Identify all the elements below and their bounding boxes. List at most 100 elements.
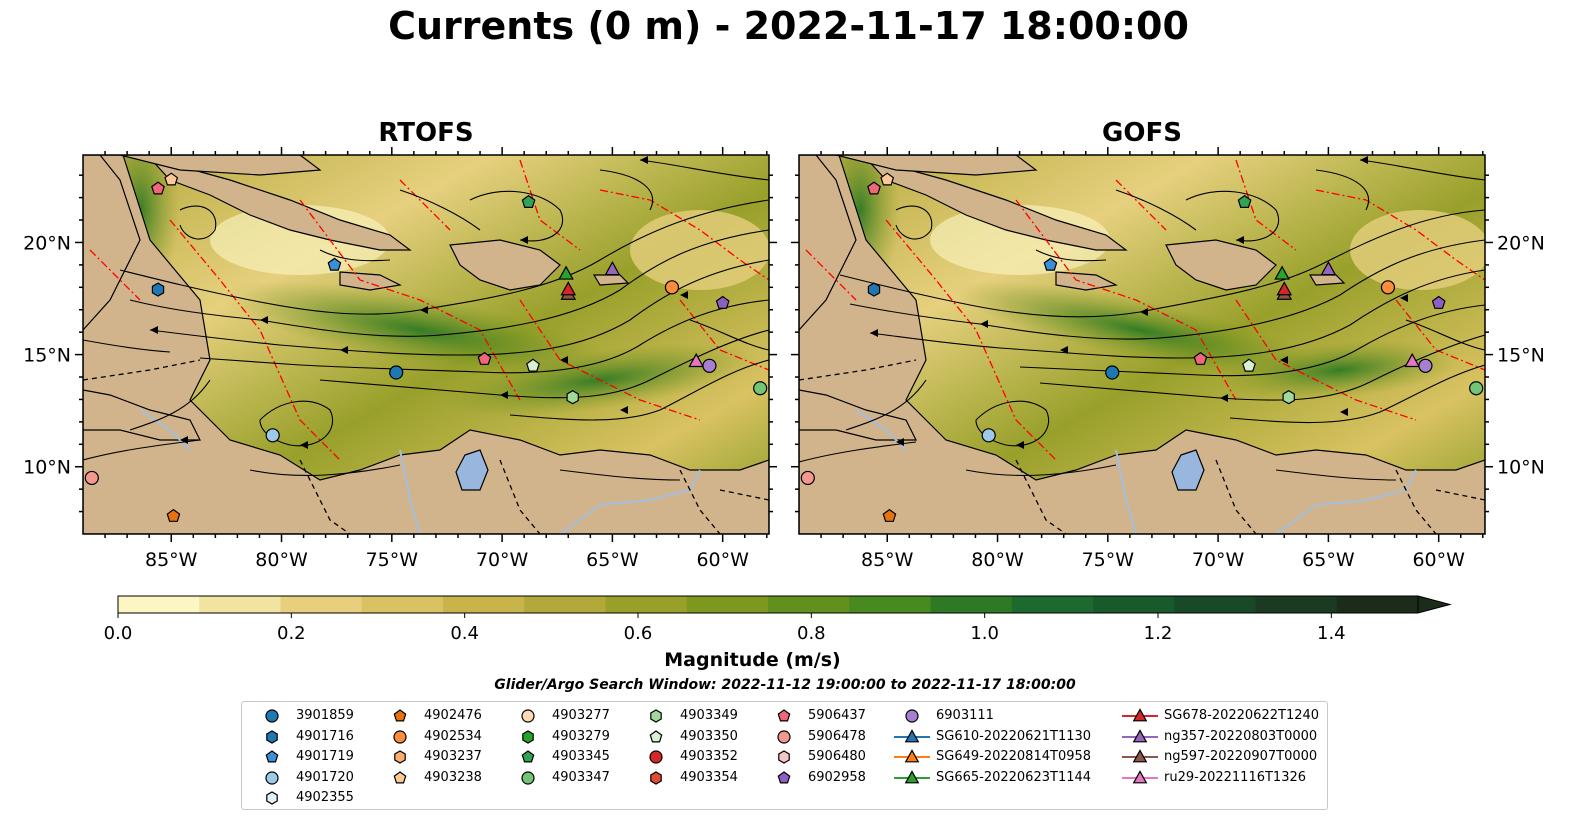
panel-title-gofs: GOFS: [1102, 118, 1182, 148]
colorbar: [117, 595, 1452, 614]
legend-item-label: SG649-20220814T0958: [936, 749, 1092, 764]
platform-marker-4902534: [664, 280, 680, 295]
panel-title-rtofs: RTOFS: [378, 118, 474, 148]
triangle-marker-icon: [894, 728, 930, 742]
platform-marker-SG678-20220622T1240: [560, 281, 577, 296]
lon-tick-label: 60°W: [1412, 549, 1465, 571]
triangle-marker-icon: [1122, 749, 1158, 763]
lon-tick-label: 65°W: [1302, 549, 1355, 571]
legend-item-label: 4903350: [680, 728, 738, 744]
platform-marker-4903345: [521, 194, 536, 208]
lat-tick-label: 15°N: [1497, 345, 1545, 367]
colorbar-tick-label: 1.4: [1317, 623, 1346, 644]
colorbar-tick-label: 0.4: [450, 623, 479, 644]
pentagon-marker-icon: [777, 709, 791, 722]
colorbar-segment: [1011, 596, 1094, 613]
lakes: [455, 449, 489, 491]
lat-tick-label: 10°N: [23, 457, 71, 479]
land-masses: [799, 155, 1485, 534]
eez-boundaries: [805, 159, 1485, 461]
legend-item-label: 4903345: [552, 749, 610, 764]
platform-marker-5906437: [477, 351, 492, 365]
lat-tick-label: 10°N: [1497, 457, 1545, 479]
lon-tick-label: 75°W: [366, 549, 419, 571]
lon-tick-label: 85°W: [145, 549, 198, 571]
platform-marker-4903347: [1469, 381, 1484, 396]
triangle-marker-icon: [1122, 708, 1158, 722]
search-window-text: Glider/Argo Search Window: 2022-11-12 19…: [494, 677, 1076, 693]
platform-marker-4903347: [753, 381, 768, 396]
platform-marker-6902958: [1431, 295, 1446, 309]
colorbar-segment: [930, 596, 1013, 613]
streamline-arrows: [150, 156, 688, 449]
lon-tick-label: 85°W: [861, 549, 914, 571]
colorbar-tick-label: 0.8: [797, 623, 826, 644]
platform-marker-4902476: [882, 508, 897, 522]
colorbar-segment: [849, 596, 931, 613]
legend: 3901859 4901716 4901719 4901720 4902355 49024…: [241, 701, 1328, 810]
hexagon-marker-icon: [522, 729, 534, 744]
triangle-marker-icon: [894, 769, 930, 783]
legend-item-label: ng597-20220907T0000: [1164, 749, 1318, 764]
lon-tick-label: 60°W: [696, 549, 749, 571]
legend-item-label: 4903238: [424, 769, 482, 785]
colorbar-segment: [1093, 596, 1175, 613]
legend-item-label: ng357-20220803T0000: [1164, 728, 1318, 744]
triangle-marker-icon: [894, 749, 930, 763]
platform-marker-4901719: [327, 257, 342, 271]
colorbar-ticks: 0.0 0.2 0.4 0.6 0.8 1.0 1.2 1.4: [104, 613, 1346, 644]
colorbar-tick-label: 0.2: [277, 623, 306, 644]
pentagon-marker-icon: [777, 770, 791, 783]
platform-marker-4901716: [151, 282, 165, 297]
platform-marker-4902534: [1380, 280, 1396, 295]
land-masses: [83, 155, 769, 534]
streamlines: [799, 159, 1485, 481]
legend-item-label: SG665-20220623T1144: [936, 769, 1092, 785]
lon-tick-label: 70°W: [476, 549, 529, 571]
colorbar-tick-label: 0.0: [104, 623, 133, 644]
circle-marker-icon: [905, 709, 919, 723]
platform-marker-4903238: [880, 172, 895, 186]
legend-item-label: 5906437: [808, 708, 866, 723]
legend-item-label: 5906480: [808, 749, 866, 764]
platform-marker-ru29-20221116T1326: [688, 352, 705, 368]
colorbar-segment: [1174, 596, 1256, 613]
colorbar-segment: [1336, 596, 1419, 613]
map-frame-rtofs: [82, 154, 770, 535]
map-frame-gofs: [798, 154, 1486, 535]
pentagon-marker-icon: [393, 709, 407, 722]
legend-item-label: 4903279: [552, 728, 610, 744]
hexagon-marker-icon: [266, 729, 278, 744]
platform-marker-SG665-20220623T1144: [1274, 265, 1290, 280]
platform-marker-4901716: [867, 282, 881, 297]
map-panel-rtofs: [83, 155, 769, 534]
pentagon-marker-icon: [521, 750, 535, 763]
legend-item-label: 4901720: [296, 769, 354, 785]
platform-marker-6903111: [702, 358, 717, 373]
lon-tick-label: 80°W: [971, 549, 1024, 571]
borders: [799, 359, 1485, 534]
platform-marker-6902958: [715, 295, 730, 309]
platform-marker-4901720: [981, 428, 996, 443]
hexagon-marker-icon: [266, 791, 278, 805]
pentagon-marker-icon: [649, 729, 663, 742]
circle-marker-icon: [521, 770, 535, 785]
platform-marker-SG678-20220622T1240: [1276, 281, 1293, 296]
legend-item-label: 4901716: [296, 728, 354, 744]
colorbar-segment: [118, 596, 200, 613]
platform-markers: [84, 172, 1484, 522]
eez-boundaries: [89, 159, 769, 461]
legend-item-label: SG678-20220622T1240: [1164, 708, 1320, 723]
platform-marker-5906437: [1193, 351, 1208, 365]
platform-marker-4903349: [566, 390, 579, 405]
circle-marker-icon: [265, 770, 279, 785]
figure-title: Currents (0 m) - 2022-11-17 18:00:00: [388, 4, 1189, 48]
platform-marker-4903350: [1242, 358, 1256, 372]
legend-item-label: 5906478: [808, 728, 866, 744]
colorbar-segment: [524, 596, 606, 613]
platform-marker-4902476: [166, 508, 181, 522]
colorbar-tick-label: 1.2: [1144, 623, 1173, 644]
colorbar-segment: [199, 596, 281, 613]
rivers: [139, 409, 701, 534]
circle-marker-icon: [521, 709, 535, 723]
